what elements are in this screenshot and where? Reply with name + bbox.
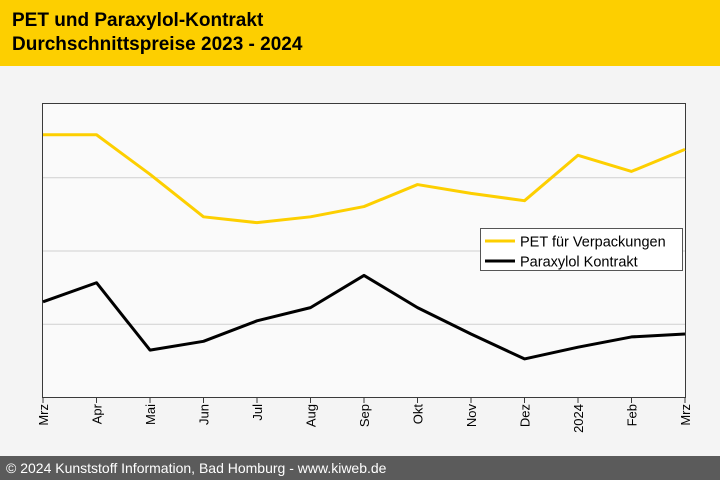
chart-title-line2: Durchschnittspreise 2023 - 2024 — [12, 34, 303, 55]
x-tick-label: Nov — [464, 404, 479, 428]
x-tick-label: Dez — [518, 404, 533, 427]
legend-label-pet: PET für Verpackungen — [520, 235, 666, 251]
x-tick-label: Apr — [90, 403, 105, 424]
series-line-pet — [43, 133, 686, 225]
x-tick-label: Feb — [625, 404, 640, 426]
x-tick-label: 2024 — [571, 404, 586, 433]
series-line-paraxylol — [42, 273, 686, 361]
footer-bar: © 2024 Kunststoff Information, Bad Hombu… — [0, 456, 720, 480]
x-tick-label: Okt — [411, 404, 426, 425]
header-banner: PET und Paraxylol-Kontrakt Durchschnitts… — [0, 0, 720, 66]
x-tick-label: Mai — [143, 404, 158, 425]
x-tick-label: Mrz — [36, 404, 51, 426]
x-tick-label: Mrz — [678, 404, 693, 426]
x-tick-label: Aug — [304, 404, 319, 427]
legend-box — [480, 228, 683, 271]
copyright-text: © 2024 Kunststoff Information, Bad Hombu… — [6, 460, 387, 476]
chart-title-line1: PET und Paraxylol-Kontrakt — [12, 10, 264, 31]
x-tick-label: Jul — [250, 404, 265, 421]
x-tick-label: Sep — [357, 404, 372, 427]
line-chart: Mrz Apr Mai Jun Jul Aug Sep Okt Nov Dez 2024 Feb Mrz… — [36, 103, 693, 433]
x-tick-label: Jun — [197, 404, 212, 425]
legend: PET für Verpackungen Paraxylol Kontrakt — [480, 228, 683, 271]
legend-label-paraxylol: Paraxylol Kontrakt — [520, 255, 638, 271]
